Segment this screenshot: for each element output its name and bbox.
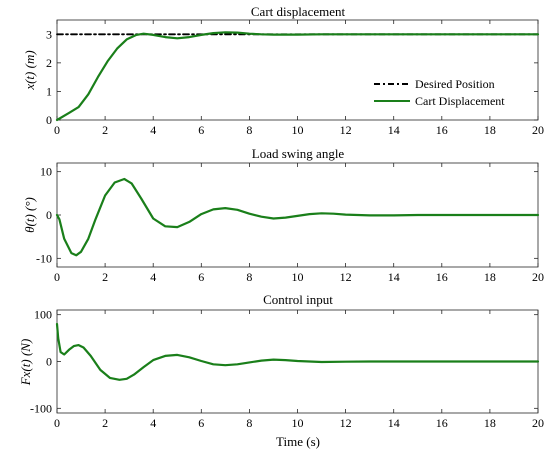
cart-displacement-title: Cart displacement — [251, 4, 346, 19]
load-swing-angle-xtick-label: 2 — [102, 270, 108, 284]
load-swing-angle-ylabel: θ(t) (°) — [22, 197, 37, 233]
load-swing-angle-title: Load swing angle — [252, 146, 345, 161]
load-swing-angle-xtick-label: 6 — [198, 270, 204, 284]
load-swing-angle-xtick-label: 16 — [436, 270, 448, 284]
cart-displacement-ytick-label: 3 — [46, 27, 52, 41]
cart-displacement-xtick-label: 14 — [388, 123, 400, 137]
cart-displacement-xtick-label: 4 — [150, 123, 156, 137]
cart-displacement-panel: Cart displacement 0 2 4 6 8 10 12 14 16 18 200123 … — [22, 4, 544, 137]
control-input-title: Control input — [263, 292, 333, 307]
cart-displacement-xtick-label: 0 — [54, 123, 60, 137]
cart-displacement-xtick-label: 16 — [436, 123, 448, 137]
legend-desired-label: Desired Position — [415, 77, 495, 91]
control-input-xtick-label: 2 — [102, 416, 108, 430]
control-input-ytick-label: -100 — [30, 401, 52, 415]
legend: Desired Position Cart Displacement — [374, 77, 505, 108]
load-swing-angle-ytick-label: -10 — [36, 251, 52, 265]
control-input-xtick-label: 14 — [388, 416, 400, 430]
cart-displacement-axes — [56, 19, 539, 121]
cart-displacement-ylabel: x(t) (m) — [22, 50, 37, 90]
control-input-series — [55, 322, 540, 381]
control-input-ytick-label: 100 — [34, 308, 52, 322]
load-swing-angle-xtick-label: 0 — [54, 270, 60, 284]
control-input-xlabel: Time (s) — [276, 434, 320, 449]
cart-displacement-ytick-label: 1 — [46, 84, 52, 98]
control-input-panel: Control input 0 2 4 6 8 10 12 14 16 18 20-1000100 … — [18, 292, 544, 449]
load-swing-angle-line — [55, 177, 540, 257]
control-input-xtick-label: 10 — [292, 416, 304, 430]
load-swing-angle-xtick-label: 10 — [292, 270, 304, 284]
load-swing-angle-panel: Load swing angle 0 2 4 6 8 10 12 14 16 18 20-10010… — [22, 146, 544, 284]
cart-displacement-xtick-label: 2 — [102, 123, 108, 137]
load-swing-angle-xtick-label: 4 — [150, 270, 156, 284]
control-input-xtick-label: 18 — [484, 416, 496, 430]
cart-displacement-series — [55, 31, 540, 122]
load-swing-angle-series — [55, 177, 540, 257]
cart-displacement-xtick-label: 8 — [246, 123, 252, 137]
cart-displacement-ytick-label: 2 — [46, 56, 52, 70]
cart-displacement-line — [55, 31, 540, 122]
control-input-ytick-label: 0 — [46, 355, 52, 369]
legend-cart-label: Cart Displacement — [415, 94, 505, 108]
control-input-xtick-label: 0 — [54, 416, 60, 430]
load-swing-angle-xtick-label: 18 — [484, 270, 496, 284]
load-swing-angle-xtick-label: 20 — [532, 270, 544, 284]
cart-displacement-xtick-label: 18 — [484, 123, 496, 137]
cart-displacement-xtick-label: 10 — [292, 123, 304, 137]
control-input-line — [55, 322, 540, 381]
control-input-xtick-label: 12 — [340, 416, 352, 430]
load-swing-angle-xtick-label: 8 — [246, 270, 252, 284]
control-input-xtick-label: 4 — [150, 416, 156, 430]
control-input-xtick-label: 8 — [246, 416, 252, 430]
cart-displacement-xtick-label: 6 — [198, 123, 204, 137]
control-input-ylabel: Fx(t) (N) — [18, 339, 33, 387]
control-input-xtick-label: 20 — [532, 416, 544, 430]
cart-displacement-xtick-label: 12 — [340, 123, 352, 137]
control-input-xtick-label: 16 — [436, 416, 448, 430]
load-swing-angle-ytick-label: 0 — [46, 208, 52, 222]
load-swing-angle-ytick-label: 10 — [40, 165, 52, 179]
control-input-xtick-label: 6 — [198, 416, 204, 430]
cart-displacement-ytick-label: 0 — [46, 113, 52, 127]
load-swing-angle-xtick-label: 14 — [388, 270, 400, 284]
cart-displacement-xtick-label: 20 — [532, 123, 544, 137]
load-swing-angle-xtick-label: 12 — [340, 270, 352, 284]
